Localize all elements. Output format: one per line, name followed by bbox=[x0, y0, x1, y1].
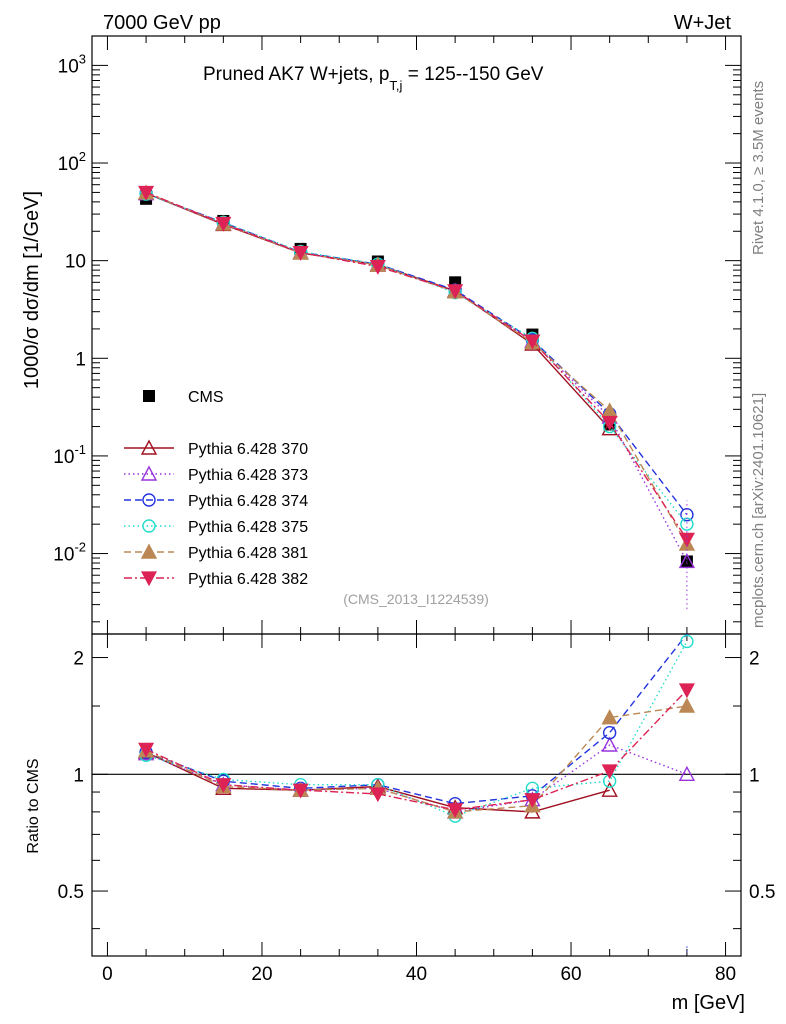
y-tick-label: 10-2 bbox=[53, 540, 86, 566]
ratio-point bbox=[678, 765, 696, 781]
x-tick-label: 0 bbox=[102, 964, 113, 985]
ratio-point bbox=[292, 783, 309, 799]
y-tick-label: 102 bbox=[58, 149, 86, 175]
legend-label: Pythia 6.428 382 bbox=[188, 571, 308, 588]
series-line bbox=[145, 191, 688, 540]
series-point bbox=[678, 532, 695, 548]
legend-marker bbox=[140, 571, 158, 587]
ratio-line bbox=[145, 633, 688, 805]
ratio-point bbox=[369, 787, 386, 803]
legend-label: Pythia 6.428 374 bbox=[188, 493, 308, 510]
ratio-tick-label: 0.5 bbox=[58, 882, 84, 903]
x-tick-label: 80 bbox=[715, 964, 736, 985]
legend-label: Pythia 6.428 375 bbox=[188, 519, 308, 536]
legend-label-cms: CMS bbox=[188, 389, 224, 406]
x-tick-label: 20 bbox=[251, 964, 272, 985]
ratio-point bbox=[680, 634, 694, 649]
x-axis-label: m [GeV] bbox=[672, 992, 745, 1014]
legend-marker bbox=[142, 519, 156, 533]
ratio-point bbox=[215, 778, 232, 793]
series-line bbox=[145, 192, 688, 545]
series-point bbox=[447, 284, 464, 300]
ratio-point bbox=[678, 683, 695, 699]
ratio-point bbox=[602, 726, 617, 740]
chart-title-tail: = 125--150 GeV bbox=[402, 64, 543, 85]
series-point bbox=[369, 259, 386, 275]
ratio-line bbox=[145, 689, 688, 811]
legend-marker bbox=[140, 543, 158, 559]
ratio-point bbox=[601, 709, 618, 725]
y-tick-label: 10 bbox=[65, 252, 86, 273]
ratio-point bbox=[601, 736, 618, 752]
y-axis-label: 1000/σ dσ/dm [1/GeV] bbox=[21, 191, 43, 389]
legend-label: Pythia 6.428 370 bbox=[188, 441, 308, 458]
series-point bbox=[601, 420, 618, 436]
series-point bbox=[292, 245, 309, 261]
ratio-point bbox=[601, 764, 618, 780]
ratio-tick-label: 2 bbox=[73, 649, 84, 670]
y-tick-label: 103 bbox=[58, 51, 86, 77]
legend-marker-cms bbox=[143, 390, 155, 402]
series-point bbox=[601, 415, 618, 431]
ratio-point bbox=[524, 793, 541, 808]
series-line bbox=[145, 192, 688, 516]
series-point bbox=[680, 517, 694, 531]
ratio-plot-frame bbox=[91, 633, 742, 957]
ratio-line bbox=[145, 705, 688, 813]
analysis-id: (CMS_2013_I1224539) bbox=[343, 591, 489, 607]
y-tick-label: 1 bbox=[75, 349, 86, 370]
mcplots-label: mcplots.cern.ch [arXiv:2401.10621] bbox=[750, 393, 767, 628]
header-right: W+Jet bbox=[674, 12, 732, 34]
legend-marker bbox=[140, 465, 158, 481]
ratio-point bbox=[138, 742, 155, 758]
ratio-tick-label: 1 bbox=[73, 765, 84, 786]
ratio-tick-label-right: 1 bbox=[749, 765, 760, 786]
chart-title-main: Pruned AK7 W+jets, p bbox=[203, 64, 389, 85]
rivet-label: Rivet 4.1.0, ≥ 3.5M events bbox=[750, 81, 767, 255]
legend-label: Pythia 6.428 381 bbox=[188, 545, 308, 562]
chart-title-sub: T,j bbox=[389, 78, 402, 93]
legend-label: Pythia 6.428 373 bbox=[188, 467, 308, 484]
legend-marker bbox=[142, 493, 156, 507]
ratio-point bbox=[447, 803, 464, 819]
y-tick-label: 10-1 bbox=[53, 442, 86, 468]
series-point bbox=[138, 185, 155, 201]
header-left: 7000 GeV pp bbox=[103, 12, 221, 34]
series-point bbox=[524, 334, 541, 350]
ratio-point bbox=[678, 697, 696, 713]
ratio-y-axis-label: Ratio to CMS bbox=[25, 758, 42, 853]
series-point bbox=[215, 216, 232, 232]
ratio-tick-label-right: 2 bbox=[749, 649, 760, 670]
ratio-point bbox=[601, 781, 618, 797]
chart-title: Pruned AK7 W+jets, pT,j = 125--150 GeV bbox=[203, 64, 544, 93]
x-tick-label: 40 bbox=[406, 964, 427, 985]
legend-marker bbox=[140, 439, 158, 455]
x-tick-label: 60 bbox=[560, 964, 581, 985]
ratio-tick-label-right: 0.5 bbox=[749, 882, 775, 903]
